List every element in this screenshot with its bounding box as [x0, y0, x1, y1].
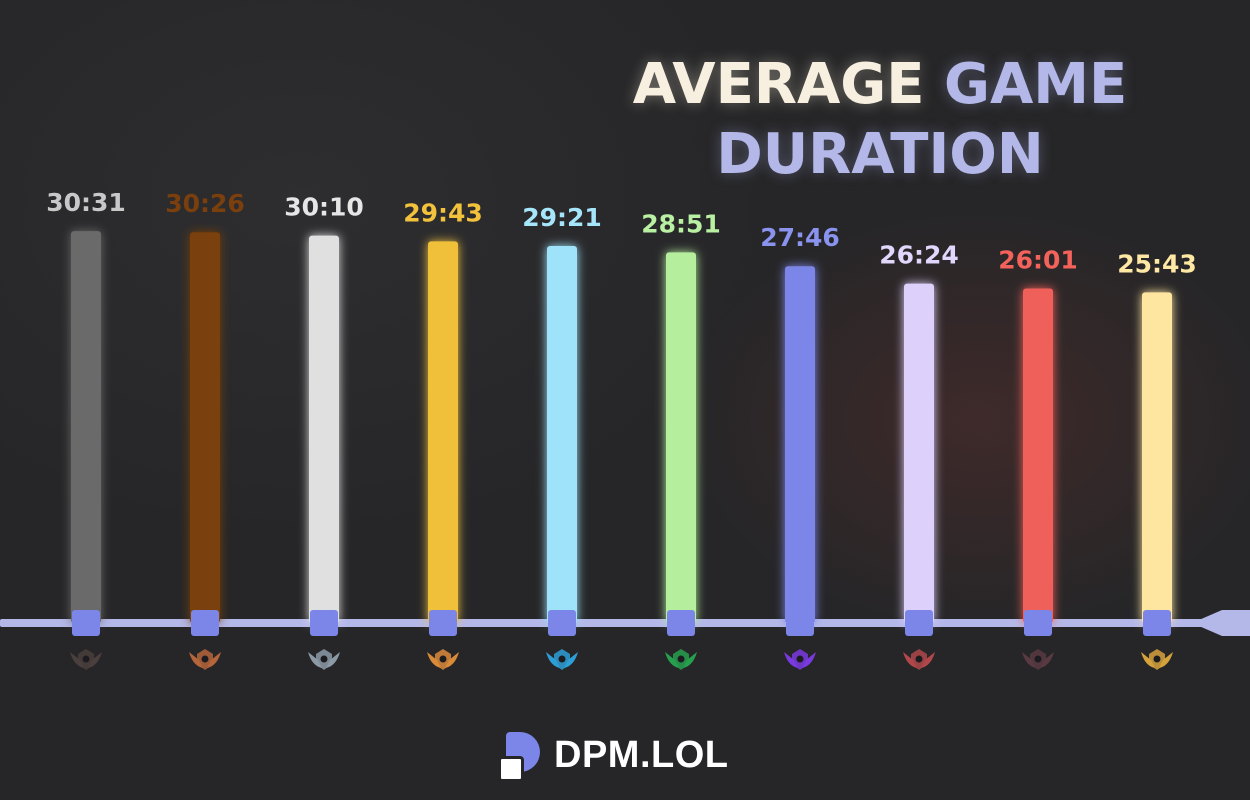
bar-silver	[309, 235, 339, 623]
axis-marker-iron	[72, 610, 100, 636]
value-label-master: 26:24	[879, 241, 959, 270]
axis-marker-diamond	[786, 610, 814, 636]
value-label-grandmaster: 26:01	[998, 245, 1078, 274]
value-label-bronze: 30:26	[165, 189, 245, 218]
rank-emblem-gold-icon	[427, 649, 459, 670]
value-label-diamond: 27:46	[760, 223, 840, 252]
title-line-1: AVERAGE GAME	[560, 50, 1200, 120]
rank-emblem-platinum-icon	[546, 649, 578, 670]
rank-emblem-master-icon	[903, 649, 935, 670]
bar-challenger	[1142, 292, 1172, 623]
title-word-average: AVERAGE	[632, 52, 925, 117]
axis-marker-challenger	[1143, 610, 1171, 636]
axis-arrow-head	[1192, 610, 1250, 636]
title-word-game: GAME	[944, 52, 1128, 117]
bar-gold	[428, 241, 458, 623]
axis-marker-silver	[310, 610, 338, 636]
bar-emerald	[666, 252, 696, 624]
chart-title: AVERAGE GAME DURATION	[560, 50, 1200, 190]
rank-emblem-bronze-icon	[189, 649, 221, 670]
value-label-emerald: 28:51	[641, 209, 721, 238]
bar-master	[904, 283, 934, 623]
rank-emblem-emerald-icon	[665, 649, 697, 670]
brand-name: DPM.LOL	[554, 733, 729, 776]
rank-emblem-iron-icon	[70, 649, 102, 670]
bar-diamond	[785, 266, 815, 623]
bar-iron	[71, 231, 101, 623]
axis-marker-emerald	[667, 610, 695, 636]
bar-bronze	[190, 232, 220, 623]
brand-logo: DPM.LOL	[498, 730, 729, 782]
value-label-challenger: 25:43	[1117, 249, 1197, 278]
axis-marker-gold	[429, 610, 457, 636]
value-label-silver: 30:10	[284, 193, 364, 222]
value-label-iron: 30:31	[46, 188, 126, 217]
axis-marker-platinum	[548, 610, 576, 636]
rank-emblem-silver-icon	[308, 649, 340, 670]
axis-marker-master	[905, 610, 933, 636]
bar-chart: 30:31 30:26 30:10 29:43 29:21 28:51 27:46 26:24…	[0, 188, 1250, 670]
title-line-2: DURATION	[560, 120, 1200, 190]
rank-emblem-challenger-icon	[1141, 649, 1173, 670]
title-word-duration: DURATION	[716, 122, 1044, 187]
axis-marker-grandmaster	[1024, 610, 1052, 636]
axis-marker-bronze	[191, 610, 219, 636]
dpm-logo-icon	[498, 732, 542, 782]
bar-grandmaster	[1023, 288, 1053, 623]
rank-emblem-diamond-icon	[784, 649, 816, 670]
rank-emblem-grandmaster-icon	[1022, 649, 1054, 670]
bar-platinum	[547, 246, 577, 623]
value-label-platinum: 29:21	[522, 203, 602, 232]
value-label-gold: 29:43	[403, 198, 483, 227]
